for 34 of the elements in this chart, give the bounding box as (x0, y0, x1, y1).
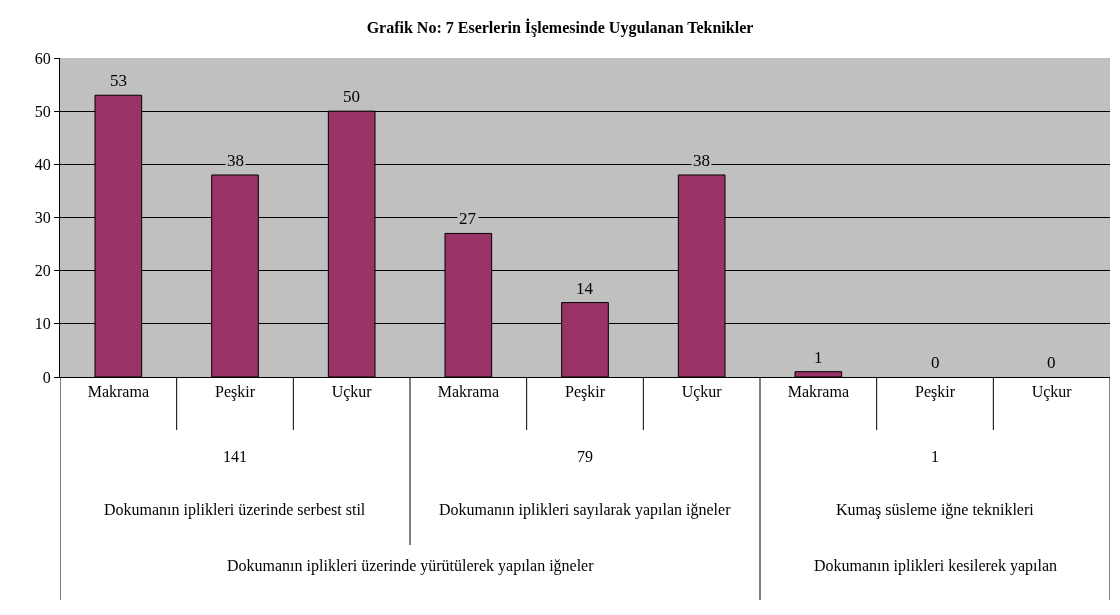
data-label: 50 (343, 87, 360, 106)
x-tick-label: Peşkir (915, 383, 956, 402)
y-tick-label: 10 (34, 315, 51, 333)
x-tick-label: Peşkir (565, 383, 606, 402)
x-tick-label: Makrama (437, 383, 499, 401)
x-tick-label: Makrama (87, 383, 149, 401)
data-label: 1 (814, 348, 823, 367)
y-tick-label: 0 (42, 368, 51, 386)
x-tick-label: Uçkur (681, 383, 723, 402)
text: 79 (577, 448, 593, 465)
text: Dokumanın iplikleri üzerinde yürütülerek yapılan iğneler (227, 557, 595, 575)
data-label: 38 (693, 151, 710, 170)
x-tick-label: Uçkur (331, 383, 373, 402)
y-tick-label: 40 (34, 155, 51, 173)
text: Kumaş süsleme iğne teknikleri (836, 501, 1035, 519)
data-label: 0 (931, 353, 940, 372)
data-label: 53 (110, 71, 127, 90)
y-tick-label: 60 (34, 49, 51, 67)
data-label: 14 (576, 279, 594, 298)
data-label: 38 (227, 151, 244, 170)
y-tick-label: 30 (34, 209, 51, 227)
x-tick-label: Makrama (787, 383, 849, 401)
chart-title: Grafik No: 7 Eserlerin İşlemesinde Uygulanan Teknikler (366, 18, 754, 38)
text: Dokumanın iplikleri sayılarak yapılan iğneler (439, 501, 732, 519)
y-tick-label: 50 (34, 102, 51, 120)
text: 1 (931, 448, 939, 465)
x-tick-label: Peşkir (215, 383, 256, 402)
text: Dokumanın iplikleri kesilerek yapılan (814, 557, 1058, 575)
data-label: 0 (1047, 353, 1056, 372)
y-tick-label: 20 (34, 262, 51, 280)
data-label: 27 (459, 209, 477, 228)
text: Dokumanın iplikleri üzerinde serbest stil (104, 501, 366, 519)
x-tick-label: Uçkur (1031, 383, 1073, 402)
text: 141 (223, 448, 247, 465)
